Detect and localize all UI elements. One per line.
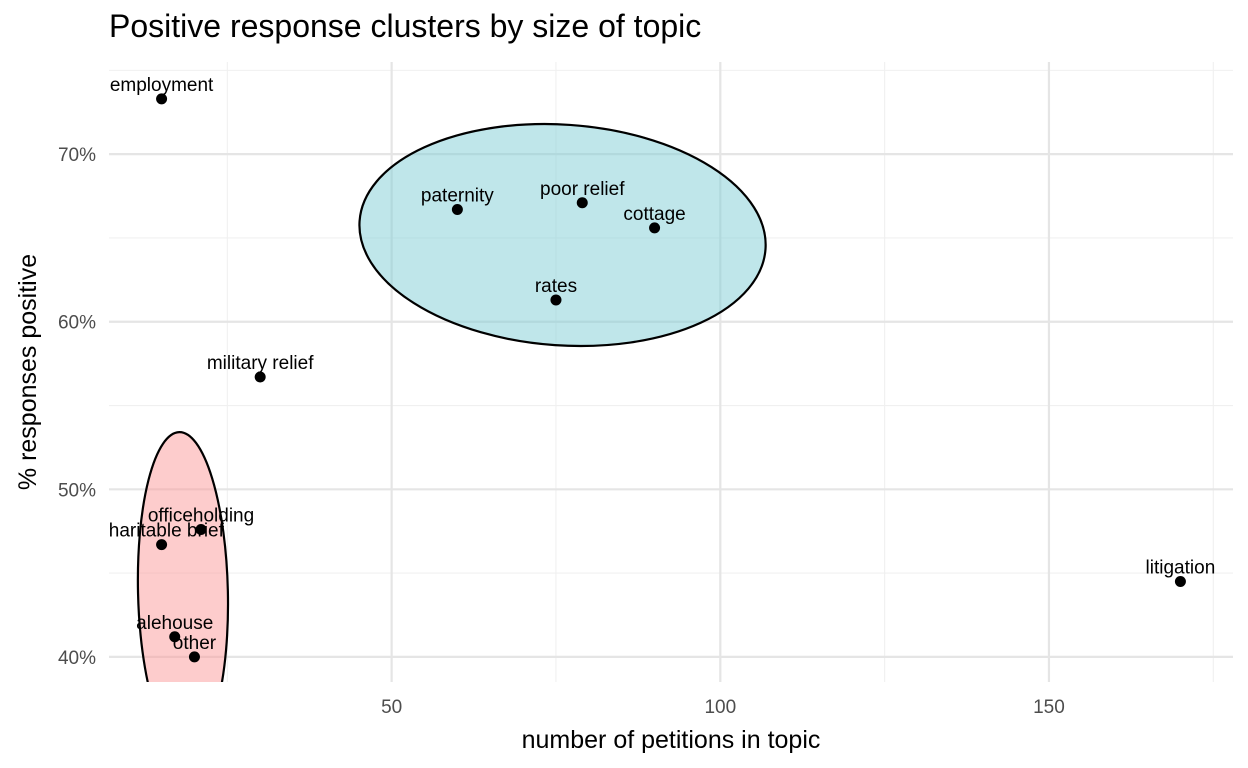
chart-title: Positive response clusters by size of to…	[109, 8, 702, 44]
point-poor-relief	[576, 197, 588, 209]
point-rates	[550, 294, 562, 306]
x-tick-label: 100	[704, 697, 736, 718]
y-tick-label: 40%	[58, 648, 96, 669]
point-label-paternity: paternity	[421, 185, 494, 206]
x-tick-label: 50	[381, 697, 402, 718]
point-alehouse	[169, 631, 181, 643]
data-points	[156, 93, 1186, 663]
point-label-military-relief: military relief	[207, 353, 314, 374]
point-litigation	[1174, 575, 1186, 587]
point-label-litigation: litigation	[1146, 557, 1216, 578]
point-label-other: other	[173, 633, 217, 654]
y-tick-label: 60%	[58, 313, 96, 334]
point-label-officeholding: officeholding	[148, 506, 254, 527]
point-military-relief	[254, 371, 266, 383]
point-officeholding	[195, 524, 207, 536]
tick-labels: 50 100 150 40% 50% 60% 70%	[58, 145, 1065, 718]
point-paternity	[451, 203, 463, 215]
point-label-cottage: cottage	[623, 204, 685, 225]
point-employment	[156, 93, 168, 105]
cluster-ellipse-2	[136, 430, 230, 682]
point-other	[188, 651, 200, 663]
point-label-employment: employment	[110, 75, 214, 96]
point-cottage	[649, 222, 661, 234]
x-tick-label: 150	[1033, 697, 1065, 718]
y-axis-title: % responses positive	[14, 254, 42, 490]
x-axis-title: number of petitions in topic	[522, 726, 821, 754]
y-tick-label: 70%	[58, 145, 96, 166]
point-label-poor-relief: poor relief	[540, 179, 625, 200]
point-label-rates: rates	[535, 276, 577, 297]
cluster-ellipses	[136, 122, 767, 682]
point-labels: employment paternity poor relief cottage rat…	[99, 75, 1216, 654]
y-tick-label: 50%	[58, 480, 96, 501]
cluster-ellipse-1	[358, 122, 767, 348]
point-charitable-brief	[156, 539, 168, 551]
point-label-alehouse: alehouse	[136, 613, 213, 634]
point-label-charitable-brief: charitable brief	[99, 521, 224, 542]
